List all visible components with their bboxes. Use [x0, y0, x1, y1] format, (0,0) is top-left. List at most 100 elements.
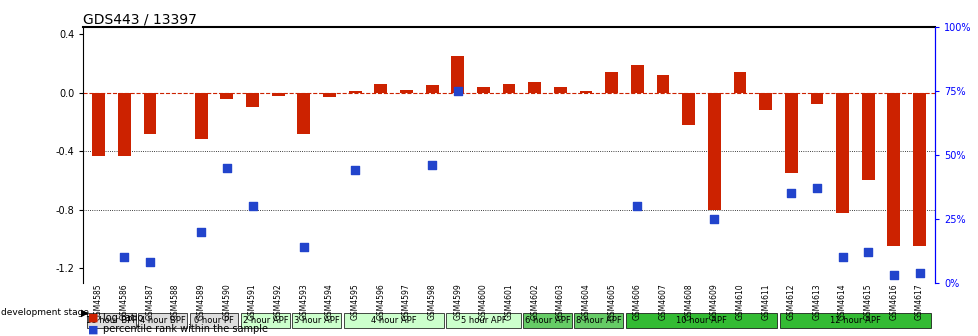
Text: GSM4600: GSM4600: [478, 284, 487, 321]
Text: GSM4595: GSM4595: [350, 284, 359, 321]
Text: 2 hour APF: 2 hour APF: [243, 316, 288, 325]
Bar: [784, 93, 797, 173]
Text: GSM4585: GSM4585: [94, 284, 103, 320]
Text: GSM4597: GSM4597: [402, 284, 411, 321]
Bar: [528, 82, 541, 93]
Bar: [117, 93, 130, 156]
Text: GSM4586: GSM4586: [119, 284, 129, 320]
Bar: [220, 93, 233, 98]
Text: GSM4589: GSM4589: [197, 284, 205, 320]
Point: [219, 165, 235, 170]
Point: [808, 185, 823, 191]
Text: GSM4615: GSM4615: [863, 284, 871, 320]
Text: GSM4587: GSM4587: [146, 284, 155, 320]
Text: GSM4607: GSM4607: [658, 284, 667, 321]
Bar: [374, 84, 387, 93]
Text: GSM4593: GSM4593: [299, 284, 308, 321]
Bar: [707, 93, 720, 210]
Bar: [912, 93, 925, 246]
Point: [347, 167, 363, 173]
Bar: [778, 312, 930, 328]
Bar: [758, 93, 772, 110]
Text: ▶: ▶: [81, 307, 89, 318]
Bar: [554, 87, 566, 93]
Bar: [400, 90, 413, 93]
Bar: [656, 75, 669, 93]
Text: GSM4614: GSM4614: [837, 284, 846, 320]
Text: GSM4610: GSM4610: [734, 284, 743, 320]
Point: [782, 191, 798, 196]
Point: [860, 249, 875, 255]
Point: [116, 254, 132, 260]
Text: GSM4611: GSM4611: [760, 284, 770, 320]
Text: GSM4612: GSM4612: [786, 284, 795, 320]
Bar: [446, 312, 520, 328]
Text: 18 hour BPF: 18 hour BPF: [86, 316, 137, 325]
Bar: [195, 93, 207, 139]
Text: ■: ■: [88, 324, 99, 334]
Point: [295, 244, 311, 250]
Text: 4 hour BPF: 4 hour BPF: [140, 316, 186, 325]
Bar: [190, 312, 239, 328]
Bar: [835, 93, 848, 213]
Text: GSM4603: GSM4603: [556, 284, 564, 321]
Text: GSM4605: GSM4605: [606, 284, 615, 321]
Bar: [92, 93, 105, 156]
Text: GSM4590: GSM4590: [222, 284, 231, 321]
Text: GSM4616: GSM4616: [888, 284, 898, 320]
Point: [244, 203, 260, 209]
Text: ■: ■: [88, 312, 99, 323]
Point: [706, 216, 722, 221]
Text: GSM4596: GSM4596: [376, 284, 385, 321]
Bar: [522, 312, 571, 328]
Bar: [348, 91, 361, 93]
Point: [423, 162, 439, 168]
Text: GSM4592: GSM4592: [274, 284, 283, 320]
Text: GSM4604: GSM4604: [581, 284, 590, 321]
Bar: [733, 72, 745, 93]
Point: [629, 203, 645, 209]
Text: 3 hour APF: 3 hour APF: [293, 316, 339, 325]
Bar: [625, 312, 777, 328]
Point: [834, 254, 850, 260]
Point: [450, 88, 466, 93]
Bar: [579, 91, 592, 93]
Bar: [343, 312, 443, 328]
Point: [194, 229, 209, 234]
Bar: [272, 93, 285, 96]
Bar: [241, 312, 289, 328]
Text: GSM4601: GSM4601: [504, 284, 513, 320]
Text: percentile rank within the sample: percentile rank within the sample: [103, 324, 268, 334]
Bar: [451, 56, 464, 93]
Bar: [810, 93, 822, 104]
Text: 12 hour APF: 12 hour APF: [829, 316, 880, 325]
Text: 0 hour PF: 0 hour PF: [194, 316, 234, 325]
Point: [885, 272, 901, 278]
Text: GSM4606: GSM4606: [632, 284, 642, 321]
Bar: [87, 312, 136, 328]
Bar: [861, 93, 873, 180]
Bar: [630, 65, 644, 93]
Text: GSM4613: GSM4613: [812, 284, 821, 320]
Text: GSM4599: GSM4599: [453, 284, 462, 321]
Bar: [297, 93, 310, 134]
Text: 10 hour APF: 10 hour APF: [676, 316, 727, 325]
Bar: [476, 87, 489, 93]
Bar: [323, 93, 335, 97]
Text: GSM4598: GSM4598: [427, 284, 436, 320]
Point: [142, 260, 157, 265]
Bar: [604, 72, 617, 93]
Bar: [682, 93, 694, 125]
Bar: [245, 93, 259, 107]
Point: [911, 270, 926, 275]
Bar: [502, 84, 515, 93]
Text: GSM4617: GSM4617: [914, 284, 923, 320]
Text: log ratio: log ratio: [103, 312, 143, 323]
Text: development stage: development stage: [1, 308, 89, 317]
Bar: [144, 93, 156, 134]
Text: GSM4594: GSM4594: [325, 284, 333, 321]
Bar: [574, 312, 623, 328]
Bar: [425, 85, 438, 93]
Text: 6 hour APF: 6 hour APF: [524, 316, 570, 325]
Text: 4 hour APF: 4 hour APF: [371, 316, 416, 325]
